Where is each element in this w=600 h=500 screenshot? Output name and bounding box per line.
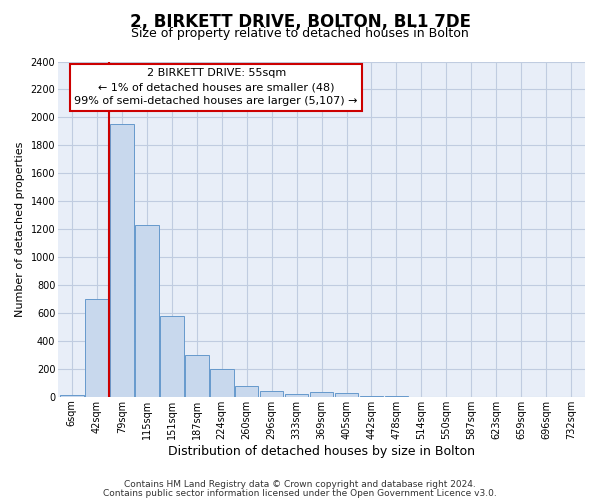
Text: 2, BIRKETT DRIVE, BOLTON, BL1 7DE: 2, BIRKETT DRIVE, BOLTON, BL1 7DE [130, 12, 470, 30]
Bar [260, 390, 283, 397]
Bar [310, 392, 334, 397]
Text: Size of property relative to detached houses in Bolton: Size of property relative to detached ho… [131, 28, 469, 40]
Bar [85, 299, 109, 397]
Text: Contains public sector information licensed under the Open Government Licence v3: Contains public sector information licen… [103, 488, 497, 498]
Bar [285, 394, 308, 397]
Bar [135, 225, 158, 397]
Y-axis label: Number of detached properties: Number of detached properties [15, 142, 25, 317]
Bar [210, 369, 233, 397]
Bar [235, 386, 259, 397]
Text: Contains HM Land Registry data © Crown copyright and database right 2024.: Contains HM Land Registry data © Crown c… [124, 480, 476, 489]
X-axis label: Distribution of detached houses by size in Bolton: Distribution of detached houses by size … [168, 444, 475, 458]
Bar [60, 394, 83, 397]
Bar [185, 355, 209, 397]
Bar [160, 316, 184, 397]
Text: 2 BIRKETT DRIVE: 55sqm
← 1% of detached houses are smaller (48)
99% of semi-deta: 2 BIRKETT DRIVE: 55sqm ← 1% of detached … [74, 68, 358, 106]
Bar [385, 396, 409, 397]
Bar [335, 392, 358, 397]
Bar [110, 124, 134, 397]
Bar [359, 396, 383, 397]
